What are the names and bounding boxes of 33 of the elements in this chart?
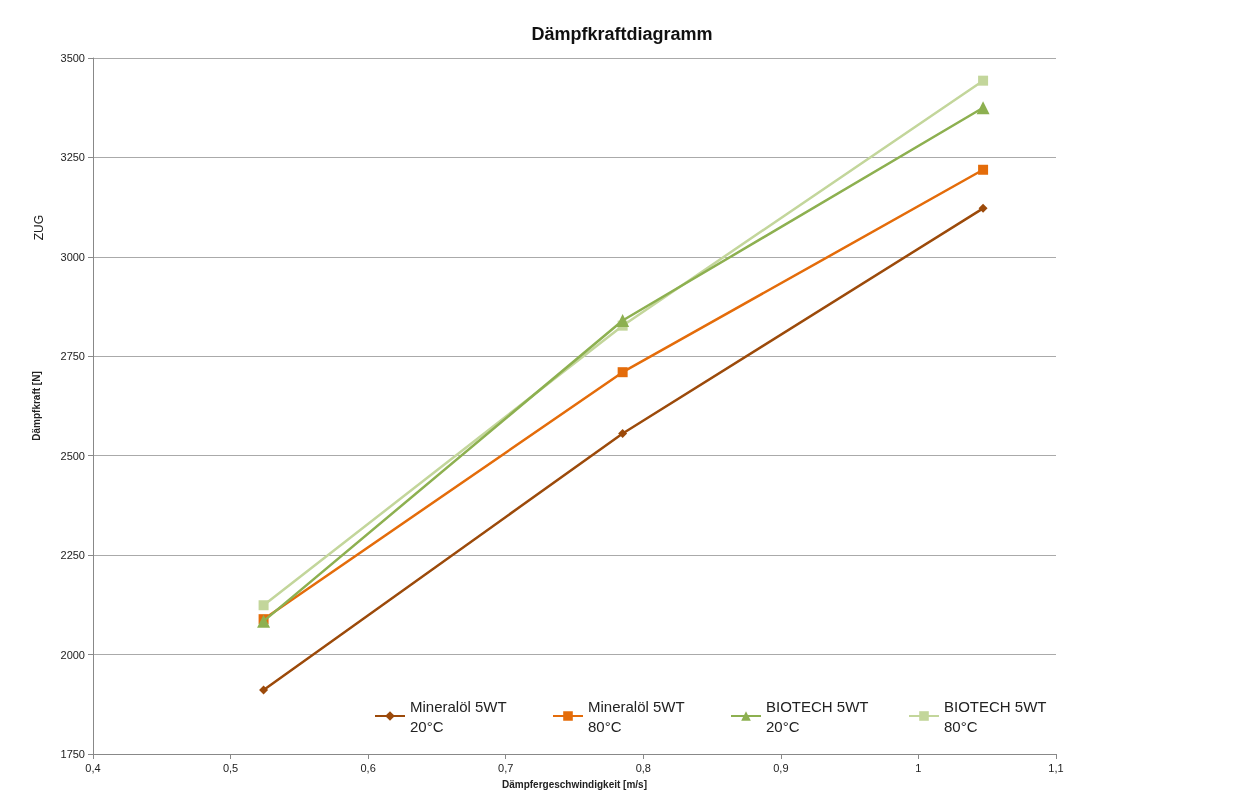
- x-tick-label: 0,8: [635, 761, 651, 774]
- x-tick-label: 1: [915, 761, 922, 774]
- x-tick-label: 0,4: [85, 761, 101, 774]
- y-tick-label: 2250: [60, 549, 85, 562]
- y-tick-label: 1750: [60, 748, 85, 760]
- chart-title: Dämpfkraftdiagramm: [531, 24, 713, 44]
- legend-label: Mineralöl 5WT 80°C: [588, 697, 689, 735]
- point: [259, 685, 269, 695]
- point: [978, 75, 989, 86]
- y-tick-label: 3000: [60, 250, 85, 263]
- y-axis-title: Dämpfkraft [N]: [30, 371, 42, 441]
- x-tick-label: 0,5: [222, 761, 239, 774]
- y-tick-label: 3500: [60, 52, 85, 64]
- x-tick-label: 0,6: [360, 761, 376, 774]
- text: ZUG: [32, 214, 46, 241]
- point: [978, 203, 988, 213]
- y-tick-label: 2500: [60, 449, 85, 462]
- y-tick-label: 2000: [60, 648, 85, 661]
- point: [258, 600, 269, 611]
- y-tick-label: 3250: [60, 151, 85, 164]
- x-tick-label: 0,9: [773, 761, 789, 774]
- point: [978, 164, 989, 175]
- legend-label: BIOTECH 5WT 20°C: [766, 697, 873, 735]
- x-tick-label: 1,1: [1048, 761, 1064, 774]
- point: [618, 428, 628, 438]
- point: [617, 367, 628, 378]
- x-tick-label: 0,7: [498, 761, 514, 774]
- legend-label: BIOTECH 5WT 80°C: [944, 697, 1051, 735]
- legend-label: Mineralöl 5WT 20°C: [410, 697, 511, 735]
- y-tick-label: 2750: [60, 350, 85, 363]
- x-axis-title: Dämpfergeschwindigkeit [m/s]: [501, 778, 648, 790]
- point: [976, 101, 990, 115]
- point: [616, 313, 630, 327]
